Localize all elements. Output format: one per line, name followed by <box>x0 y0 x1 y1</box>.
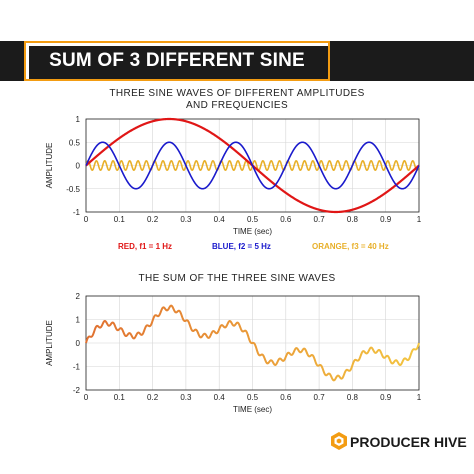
x-tick-label: 0.7 <box>314 393 326 402</box>
x-tick-label: 0.6 <box>280 393 292 402</box>
legend-orange: ORANGE, f3 = 40 Hz <box>312 242 389 251</box>
y-tick-label: -1 <box>73 208 81 217</box>
y-tick-label: 2 <box>76 292 81 301</box>
y-tick-label: -0.5 <box>66 185 80 194</box>
chart1: 0 0.1 0.2 0.3 0.4 0.5 0.6 0.7 0.8 0.9 1 1 0.5 0 -0.5 -1… <box>45 115 422 236</box>
y-tick-label: 1 <box>76 115 81 124</box>
banner-frame <box>24 41 330 81</box>
x-tick-label: 0.2 <box>147 215 159 224</box>
x-tick-label: 0.9 <box>380 215 392 224</box>
x-tick-label: 0.2 <box>147 393 159 402</box>
x-axis-label: TIME (sec) <box>233 227 272 236</box>
banner-title: SUM OF 3 DIFFERENT SINE WAVES <box>49 50 305 111</box>
x-tick-label: 0.3 <box>180 393 192 402</box>
x-axis-label: TIME (sec) <box>233 405 272 414</box>
y-tick-label: -2 <box>73 386 81 395</box>
x-tick-label: 0.8 <box>347 393 359 402</box>
chart2: 0 0.1 0.2 0.3 0.4 0.5 0.6 0.7 0.8 0.9 1 2 1 0 -1 -2 TIME… <box>45 292 422 414</box>
x-tick-label: 0.1 <box>114 393 126 402</box>
legend-red: RED, f1 = 1 Hz <box>118 242 173 251</box>
y-tick-label: 1 <box>76 316 81 325</box>
chart1-title-line2: AND FREQUENCIES <box>185 100 289 111</box>
y-axis-label: AMPLITUDE <box>45 143 54 189</box>
x-tick-label: 0.7 <box>314 215 326 224</box>
y-tick-label: 0.5 <box>69 138 81 147</box>
x-tick-label: 0 <box>84 393 89 402</box>
x-tick-label: 0 <box>84 215 89 224</box>
x-tick-label: 1 <box>417 393 422 402</box>
x-tick-label: 0.8 <box>347 215 359 224</box>
legend-blue: BLUE, f2 = 5 Hz <box>212 242 271 251</box>
x-tick-label: 0.5 <box>247 393 259 402</box>
x-tick-label: 0.9 <box>380 393 392 402</box>
title-banner: SUM OF 3 DIFFERENT SINE WAVES <box>0 41 474 111</box>
x-tick-label: 0.4 <box>214 393 226 402</box>
x-tick-label: 0.1 <box>114 215 126 224</box>
y-tick-label: 0 <box>76 339 81 348</box>
series-line-sum <box>85 304 420 382</box>
x-tick-label: 0.6 <box>280 215 292 224</box>
x-tick-label: 0.5 <box>247 215 259 224</box>
hexagon-logo-icon <box>331 432 347 450</box>
chart2-title: THE SUM OF THE THREE SINE WAVES <box>138 273 336 284</box>
y-tick-label: 0 <box>76 162 81 171</box>
x-tick-label: 0.4 <box>214 215 226 224</box>
y-tick-label: -1 <box>73 363 81 372</box>
y-axis-label: AMPLITUDE <box>45 320 54 366</box>
x-tick-label: 0.3 <box>180 215 192 224</box>
brand-name: PRODUCER HIVE <box>350 434 467 450</box>
series-line-blue <box>85 141 420 190</box>
chart1-title-line1: THREE SINE WAVES OF DIFFERENT AMPLITUDES <box>109 88 365 99</box>
x-tick-label: 1 <box>417 215 422 224</box>
